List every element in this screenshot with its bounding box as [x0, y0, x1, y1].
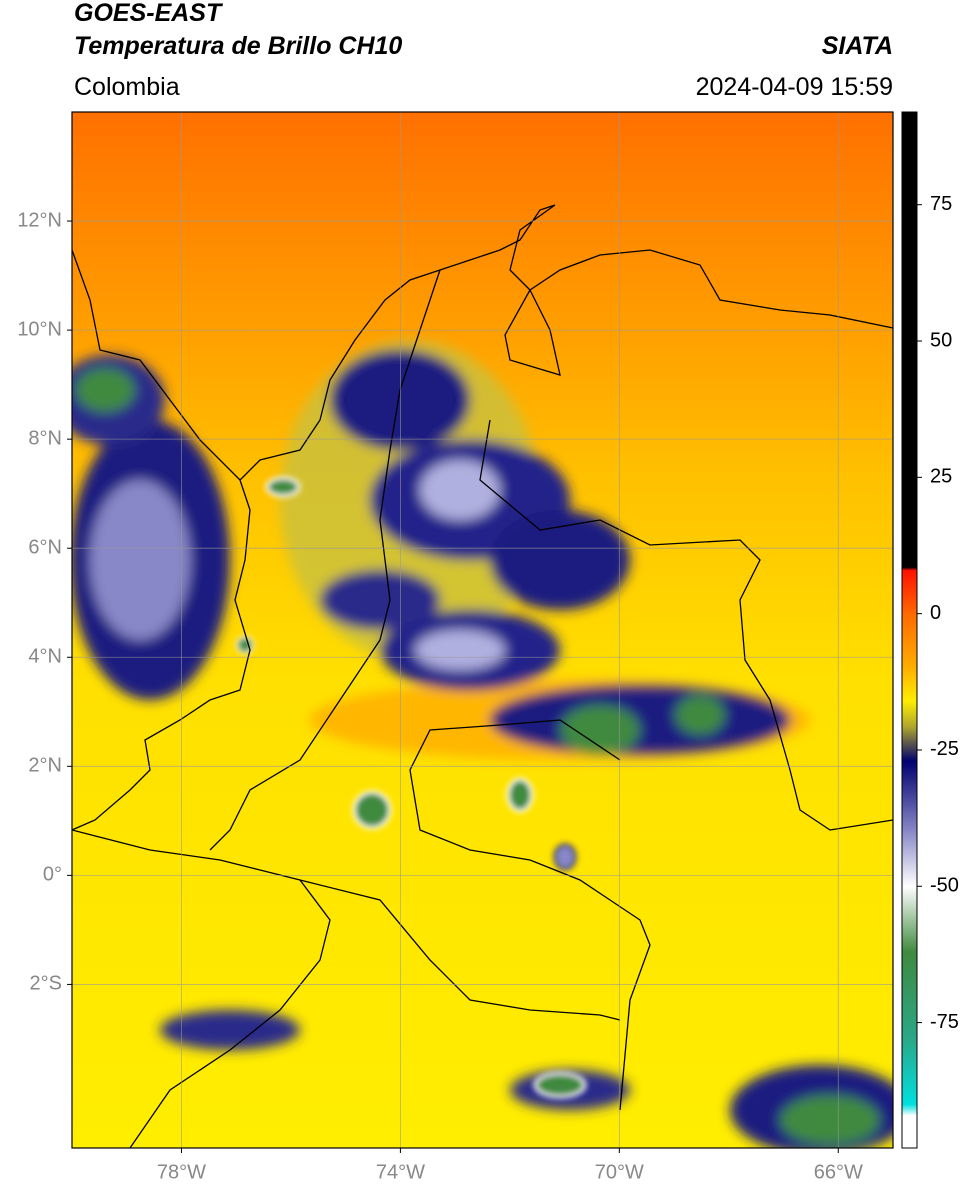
colorbar-segment [902, 567, 917, 571]
colorbar-segment [902, 831, 917, 887]
colorbar-tick-label: 25 [930, 466, 952, 488]
colorbar-segment [902, 951, 917, 1040]
datetime: 2024-04-09 15:59 [696, 73, 893, 101]
colorbar [902, 112, 917, 1149]
y-tick-label: 10°N [17, 318, 62, 340]
subtitle: Temperatura de Brillo CH10 [74, 32, 402, 60]
colorbar-segment [902, 700, 917, 729]
colorbar-segment [902, 112, 917, 568]
x-tick-label: 66°W [814, 1161, 863, 1183]
colorbar-tick-label: 0 [930, 602, 941, 624]
colorbar-segment [902, 760, 917, 833]
colorbar-segment [902, 1104, 917, 1116]
y-tick-label: 2°S [30, 973, 62, 995]
y-tick-label: 4°N [28, 646, 62, 668]
colorbar-tick-label: 75 [930, 193, 952, 215]
colorbar-segment [902, 1115, 917, 1149]
graticule [72, 112, 893, 1148]
boundaries [72, 204, 893, 1148]
colorbar-tick-label: -75 [930, 1011, 959, 1033]
small-cells [236, 476, 587, 1099]
cloud-tops [72, 340, 893, 1148]
y-tick-label: 2°N [28, 755, 62, 777]
colorbar-segment [902, 728, 917, 762]
colorbar-tick-label: -50 [930, 875, 959, 897]
colorbar-segment [902, 1038, 917, 1105]
region: Colombia [74, 73, 180, 101]
x-tick-label: 70°W [595, 1161, 644, 1183]
colorbar-tick-label: 50 [930, 329, 952, 351]
y-tick-label: 12°N [17, 209, 62, 231]
x-tick-label: 78°W [157, 1161, 206, 1183]
colorbar-tick-label: -25 [930, 738, 959, 760]
colorbar-segment [902, 668, 917, 702]
colorbar-frame [901, 111, 918, 1149]
y-tick-label: 8°N [28, 427, 62, 449]
title: GOES-EAST [74, 0, 224, 27]
colorbar-segment [902, 886, 917, 953]
y-tick-label: 6°N [28, 536, 62, 558]
colorbar-segment [902, 613, 917, 669]
colorbar-segment [902, 570, 917, 615]
source: SIATA [822, 32, 893, 60]
y-tick-label: 0° [43, 864, 62, 886]
satellite-image [72, 112, 893, 1148]
x-tick-label: 74°W [376, 1161, 425, 1183]
map-frame [71, 111, 894, 1149]
